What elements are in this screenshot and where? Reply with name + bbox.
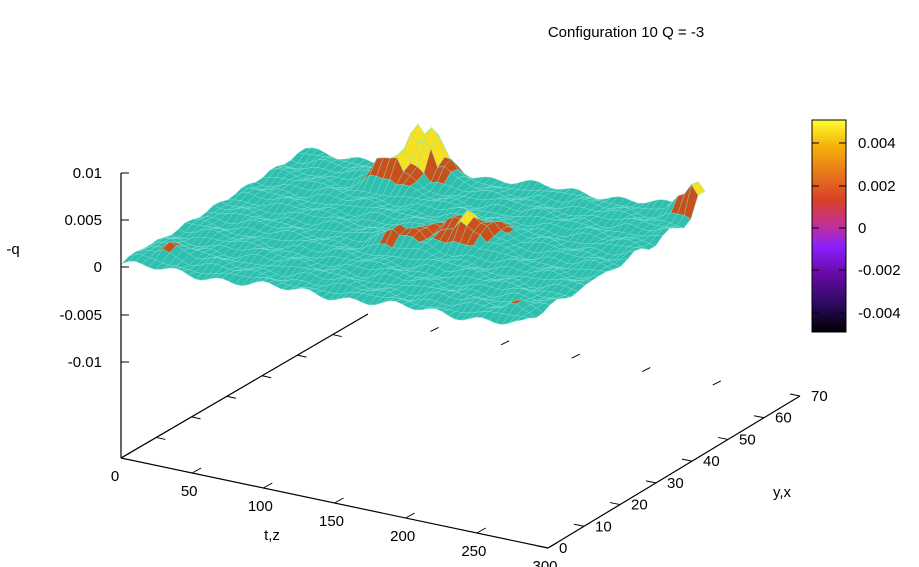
colorbar-tick-label: 0.004 — [858, 135, 896, 152]
surface-cell — [515, 316, 530, 322]
z-tick-label: 0.01 — [73, 165, 102, 182]
x-tick-label: 100 — [248, 498, 273, 515]
x-tick-mark — [405, 512, 415, 519]
y-tick-label: 10 — [595, 518, 612, 535]
y-tick-mark — [537, 545, 549, 549]
y-tick-mark — [262, 375, 272, 379]
y-tick-mark — [297, 354, 307, 358]
y-tick-label: 60 — [775, 410, 792, 427]
surface-mesh — [121, 123, 706, 325]
y-tick-mark — [717, 436, 729, 440]
y-axis-label: y,x — [773, 484, 792, 501]
z-axis-ticks: 0.01 0.005 0 -0.005 -0.01 — [59, 165, 129, 371]
x-tick-label: 50 — [181, 483, 198, 500]
x-tick-mark — [642, 367, 651, 373]
y-tick-label: 30 — [667, 475, 684, 492]
x-tick-mark — [476, 527, 487, 534]
y-axis-ticks: 0 10 20 30 40 50 60 70 — [156, 334, 828, 557]
x-axis-label: t,z — [264, 527, 280, 544]
x-tick-label: 300 — [532, 558, 557, 567]
x-tick-label: 150 — [319, 513, 344, 530]
y-tick-mark — [332, 334, 342, 338]
x-tick-label: 250 — [461, 543, 486, 560]
x-tick-mark — [712, 380, 722, 386]
colorbar-tick-label: 0.002 — [858, 178, 896, 195]
x-tick-mark — [263, 482, 273, 489]
z-tick-label: -0.005 — [59, 307, 102, 324]
x-tick-mark — [571, 353, 580, 359]
y-tick-label: 40 — [703, 453, 720, 470]
x-tick-label: 0 — [111, 468, 119, 485]
chart-title: Configuration 10 Q = -3 — [548, 24, 704, 41]
colorbar: 0.004 0.002 0 -0.002 -0.004 — [811, 119, 901, 333]
y-tick-mark — [753, 415, 765, 419]
colorbar-gradient — [811, 119, 847, 333]
y-tick-mark — [191, 416, 201, 420]
z-tick-label: 0.005 — [64, 212, 102, 229]
y-tick-label: 70 — [811, 388, 828, 405]
x-tick-mark — [334, 497, 344, 504]
colorbar-tick-label: -0.004 — [858, 305, 901, 322]
x-tick-label: 200 — [390, 528, 415, 545]
y-tick-mark — [789, 393, 801, 397]
x-tick-mark — [191, 467, 202, 474]
y-tick-mark — [156, 436, 166, 440]
x-tick-mark — [120, 452, 131, 459]
colorbar-ticks: 0.004 0.002 0 -0.002 -0.004 — [812, 135, 901, 322]
z-tick-label: -0.01 — [68, 354, 102, 371]
x-tick-mark — [547, 542, 558, 549]
y-tick-label: 0 — [559, 540, 567, 557]
x-tick-mark — [430, 326, 439, 332]
colorbar-tick-label: 0 — [858, 220, 866, 237]
y-tick-label: 50 — [739, 431, 756, 448]
y-tick-mark — [609, 502, 621, 506]
colorbar-tick-label: -0.002 — [858, 262, 901, 279]
z-tick-label: 0 — [94, 259, 102, 276]
z-axis-label: -q — [6, 241, 19, 258]
y-tick-label: 20 — [631, 497, 648, 514]
y-tick-mark — [681, 458, 693, 462]
y-tick-mark — [226, 395, 236, 399]
y-tick-mark — [573, 523, 585, 527]
x-tick-mark — [500, 340, 510, 346]
y-tick-mark — [645, 480, 657, 484]
